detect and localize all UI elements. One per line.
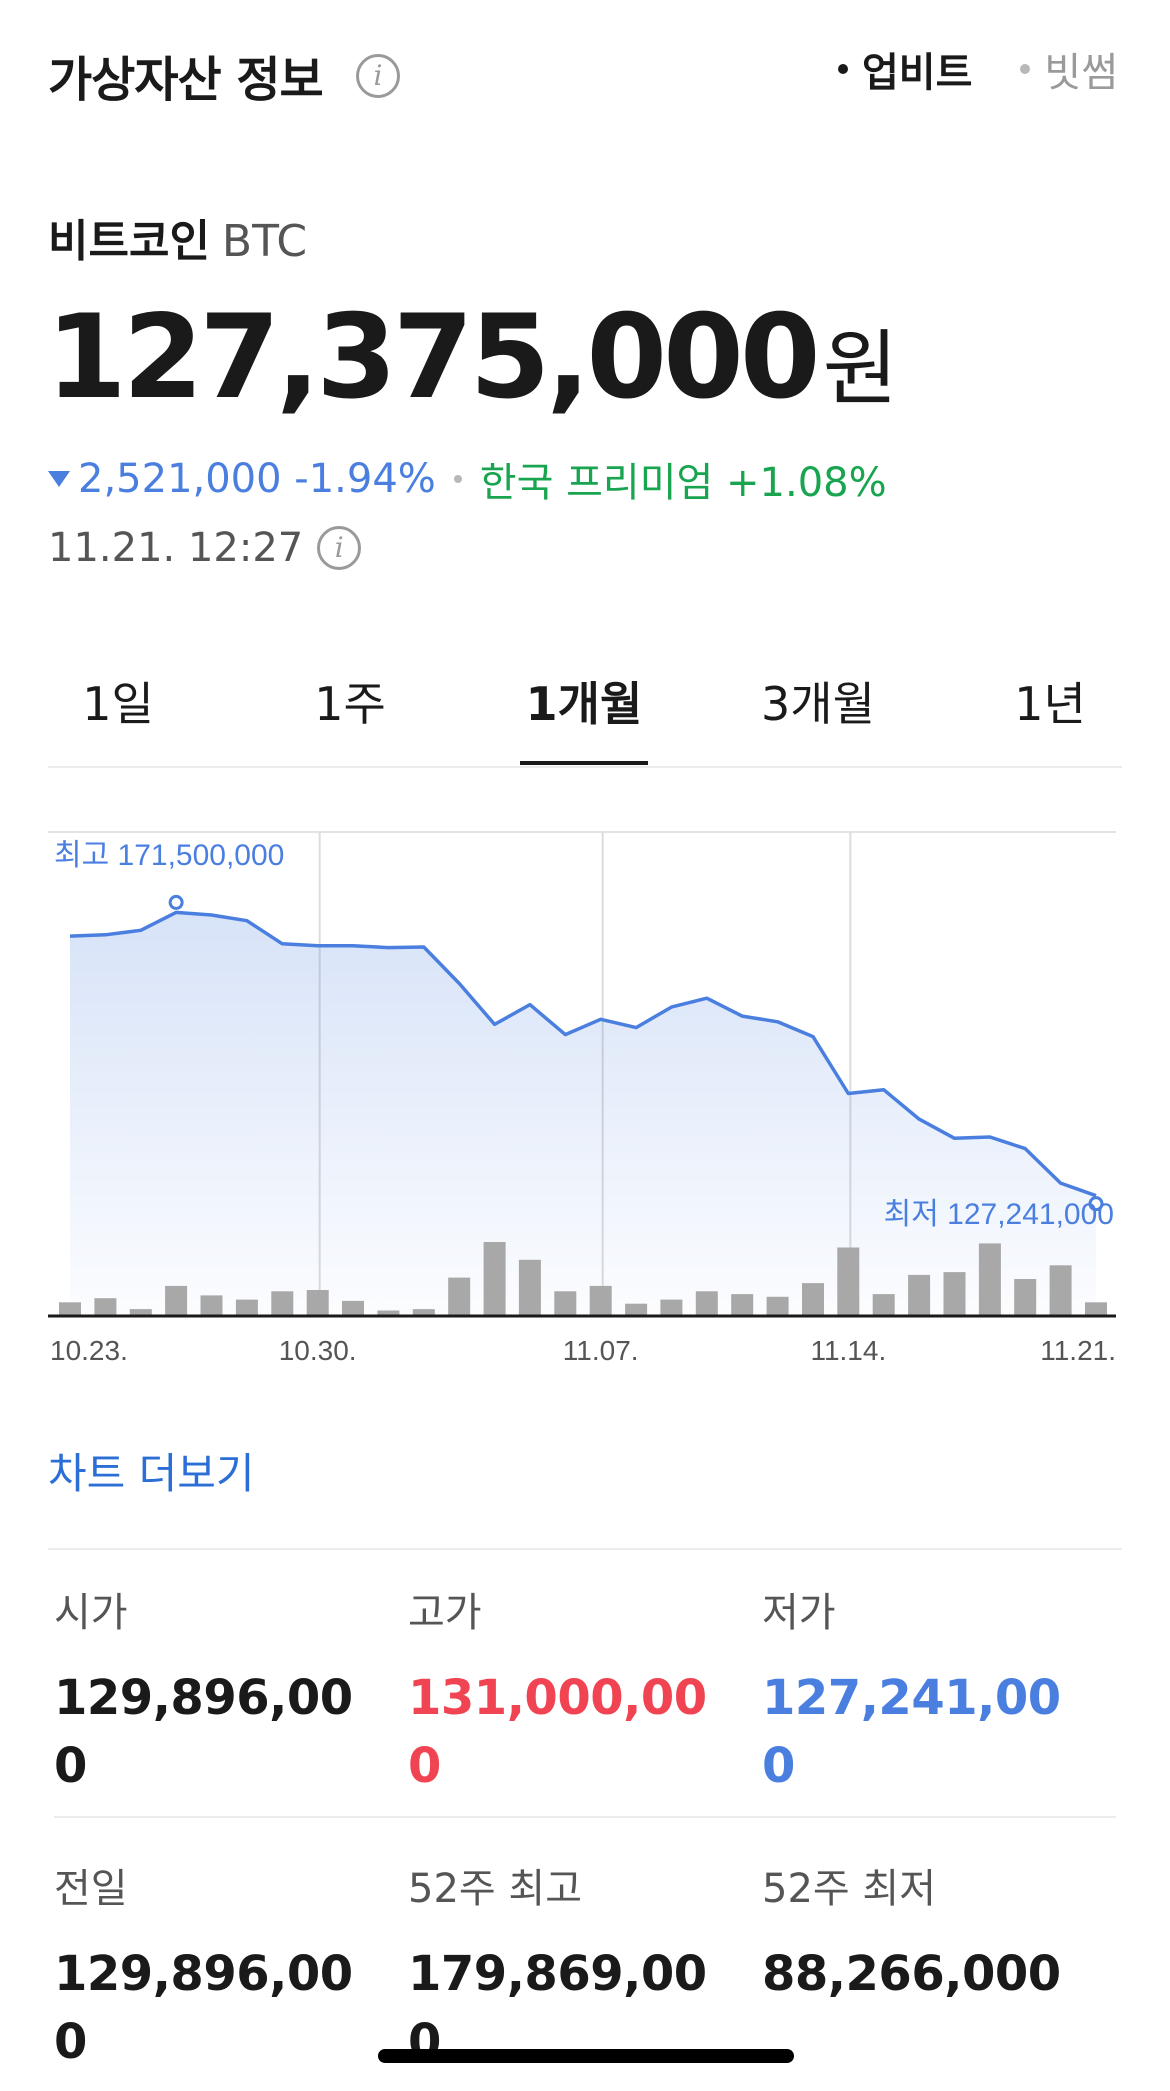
volume-bar bbox=[1014, 1279, 1037, 1316]
volume-bar bbox=[1085, 1302, 1107, 1316]
stat-value: 127,241,000 bbox=[762, 1670, 1061, 1794]
volume-bar bbox=[625, 1303, 648, 1316]
stat-value: 88,266,000 bbox=[762, 1946, 1061, 2002]
stat-low: 저가 127,241,000 bbox=[762, 1580, 1092, 1800]
stat-label: 시가 bbox=[54, 1590, 128, 1636]
volume-bar bbox=[837, 1247, 860, 1316]
volume-bar bbox=[766, 1296, 789, 1316]
volume-bar bbox=[448, 1277, 471, 1316]
info-icon[interactable]: i bbox=[356, 54, 400, 98]
tab-1week[interactable]: 1주 bbox=[314, 677, 386, 731]
volume-bar bbox=[589, 1285, 612, 1316]
stat-label: 52주 최저 bbox=[762, 1866, 937, 1912]
volume-bar bbox=[59, 1302, 81, 1316]
home-indicator[interactable] bbox=[378, 2049, 794, 2063]
price-change-row: 2,521,000 -1.94% 한국 프리미엄 +1.08% bbox=[48, 450, 887, 508]
volume-bar bbox=[129, 1309, 152, 1316]
volume-bar bbox=[1049, 1265, 1072, 1316]
stat-label: 전일 bbox=[54, 1866, 128, 1912]
price-timestamp: 11.21. 12:27 i bbox=[48, 525, 362, 571]
volume-bar bbox=[908, 1274, 931, 1316]
stat-open: 시가 129,896,000 bbox=[54, 1580, 384, 1800]
exchange-tabs: 업비트 빗썸 bbox=[837, 40, 1118, 98]
stat-value: 129,896,000 bbox=[54, 1670, 353, 1794]
bullet-dot bbox=[837, 64, 848, 74]
volume-bar bbox=[165, 1285, 188, 1316]
volume-bar bbox=[412, 1309, 435, 1316]
volume-bar bbox=[200, 1295, 223, 1316]
volume-bar bbox=[483, 1242, 506, 1316]
chart-more-link[interactable]: 차트 더보기 bbox=[48, 1449, 255, 1498]
period-tabs: 1일 1주 1개월 3개월 1년 bbox=[48, 668, 1122, 768]
high-price-label: 최고 171,500,000 bbox=[54, 839, 284, 872]
x-tick-label: 11.14. bbox=[810, 1335, 886, 1366]
stat-52week-high: 52주 최고 179,869,000 bbox=[408, 1856, 738, 2076]
price-value: 127,375,000 bbox=[46, 290, 821, 425]
korea-premium: 한국 프리미엄 +1.08% bbox=[479, 460, 887, 506]
divider bbox=[54, 1816, 1116, 1818]
tab-1month[interactable]: 1개월 bbox=[525, 677, 643, 731]
stat-label: 고가 bbox=[408, 1590, 482, 1636]
header: 가상자산 정보 i 업비트 빗썸 bbox=[48, 40, 1122, 120]
high-marker bbox=[168, 894, 184, 910]
x-tick-label: 11.07. bbox=[563, 1335, 639, 1366]
price-unit: 원 bbox=[822, 322, 899, 417]
volume-bar bbox=[518, 1259, 541, 1316]
coin-symbol: BTC bbox=[221, 216, 308, 267]
coin-name: 비트코인 BTC bbox=[48, 205, 307, 269]
coin-korean-name: 비트코인 bbox=[48, 216, 210, 267]
active-tab-indicator bbox=[520, 761, 648, 765]
tab-1day[interactable]: 1일 bbox=[82, 677, 154, 731]
volume-bar bbox=[731, 1294, 754, 1316]
tab-1year[interactable]: 1년 bbox=[1014, 677, 1086, 731]
exchange-tab-bithumb[interactable]: 빗썸 bbox=[1020, 40, 1118, 98]
stat-value: 129,896,000 bbox=[54, 1946, 353, 2070]
volume-bar bbox=[235, 1299, 258, 1316]
x-tick-label: 11.21. bbox=[1040, 1335, 1116, 1366]
divider bbox=[48, 1548, 1122, 1550]
volume-bar bbox=[271, 1291, 294, 1316]
price-change: 2,521,000 -1.94% bbox=[78, 456, 436, 502]
stat-52week-low: 52주 최저 88,266,000 bbox=[762, 1856, 1092, 2008]
stat-high: 고가 131,000,000 bbox=[408, 1580, 738, 1800]
info-icon[interactable]: i bbox=[317, 526, 362, 570]
price-line bbox=[69, 910, 1097, 1198]
volume-bar bbox=[978, 1243, 1001, 1316]
chart-svg: 최고 171,500,000 최저 127,241,000 10.23. 10.30.… bbox=[48, 831, 1116, 1366]
volume-bar bbox=[660, 1299, 683, 1316]
stat-label: 52주 최고 bbox=[408, 1866, 583, 1912]
current-price: 127,375,000 원 bbox=[46, 300, 898, 416]
low-price-label: 최저 127,241,000 bbox=[884, 1198, 1114, 1231]
tab-3months[interactable]: 3개월 bbox=[761, 677, 875, 731]
volume-bar bbox=[872, 1294, 895, 1316]
low-marker bbox=[1088, 1196, 1104, 1212]
volume-bar bbox=[306, 1290, 329, 1316]
separator-dot bbox=[453, 475, 462, 483]
x-tick-label: 10.30. bbox=[279, 1335, 357, 1366]
volume-bar bbox=[695, 1291, 718, 1316]
volume-bar bbox=[802, 1283, 824, 1316]
bullet-dot bbox=[1020, 64, 1031, 74]
volume-bar bbox=[943, 1272, 966, 1316]
stat-label: 저가 bbox=[762, 1590, 836, 1636]
stat-value: 131,000,000 bbox=[408, 1670, 707, 1794]
exchange-tab-label: 업비트 bbox=[861, 50, 973, 96]
volume-bar bbox=[554, 1291, 577, 1316]
x-tick-label: 10.23. bbox=[50, 1335, 128, 1366]
timestamp-text: 11.21. 12:27 bbox=[48, 525, 304, 571]
stat-previous-close: 전일 129,896,000 bbox=[54, 1856, 384, 2076]
down-triangle-icon bbox=[48, 471, 70, 487]
exchange-tab-label: 빗썸 bbox=[1044, 50, 1118, 96]
volume-bar bbox=[342, 1300, 364, 1316]
price-chart[interactable]: 최고 171,500,000 최저 127,241,000 10.23. 10.30.… bbox=[48, 820, 1122, 1380]
volume-bar bbox=[94, 1298, 117, 1316]
volume-bar bbox=[377, 1310, 400, 1316]
page-title: 가상자산 정보 bbox=[48, 52, 324, 108]
exchange-tab-upbit[interactable]: 업비트 bbox=[837, 40, 973, 98]
price-area bbox=[70, 912, 1096, 1316]
